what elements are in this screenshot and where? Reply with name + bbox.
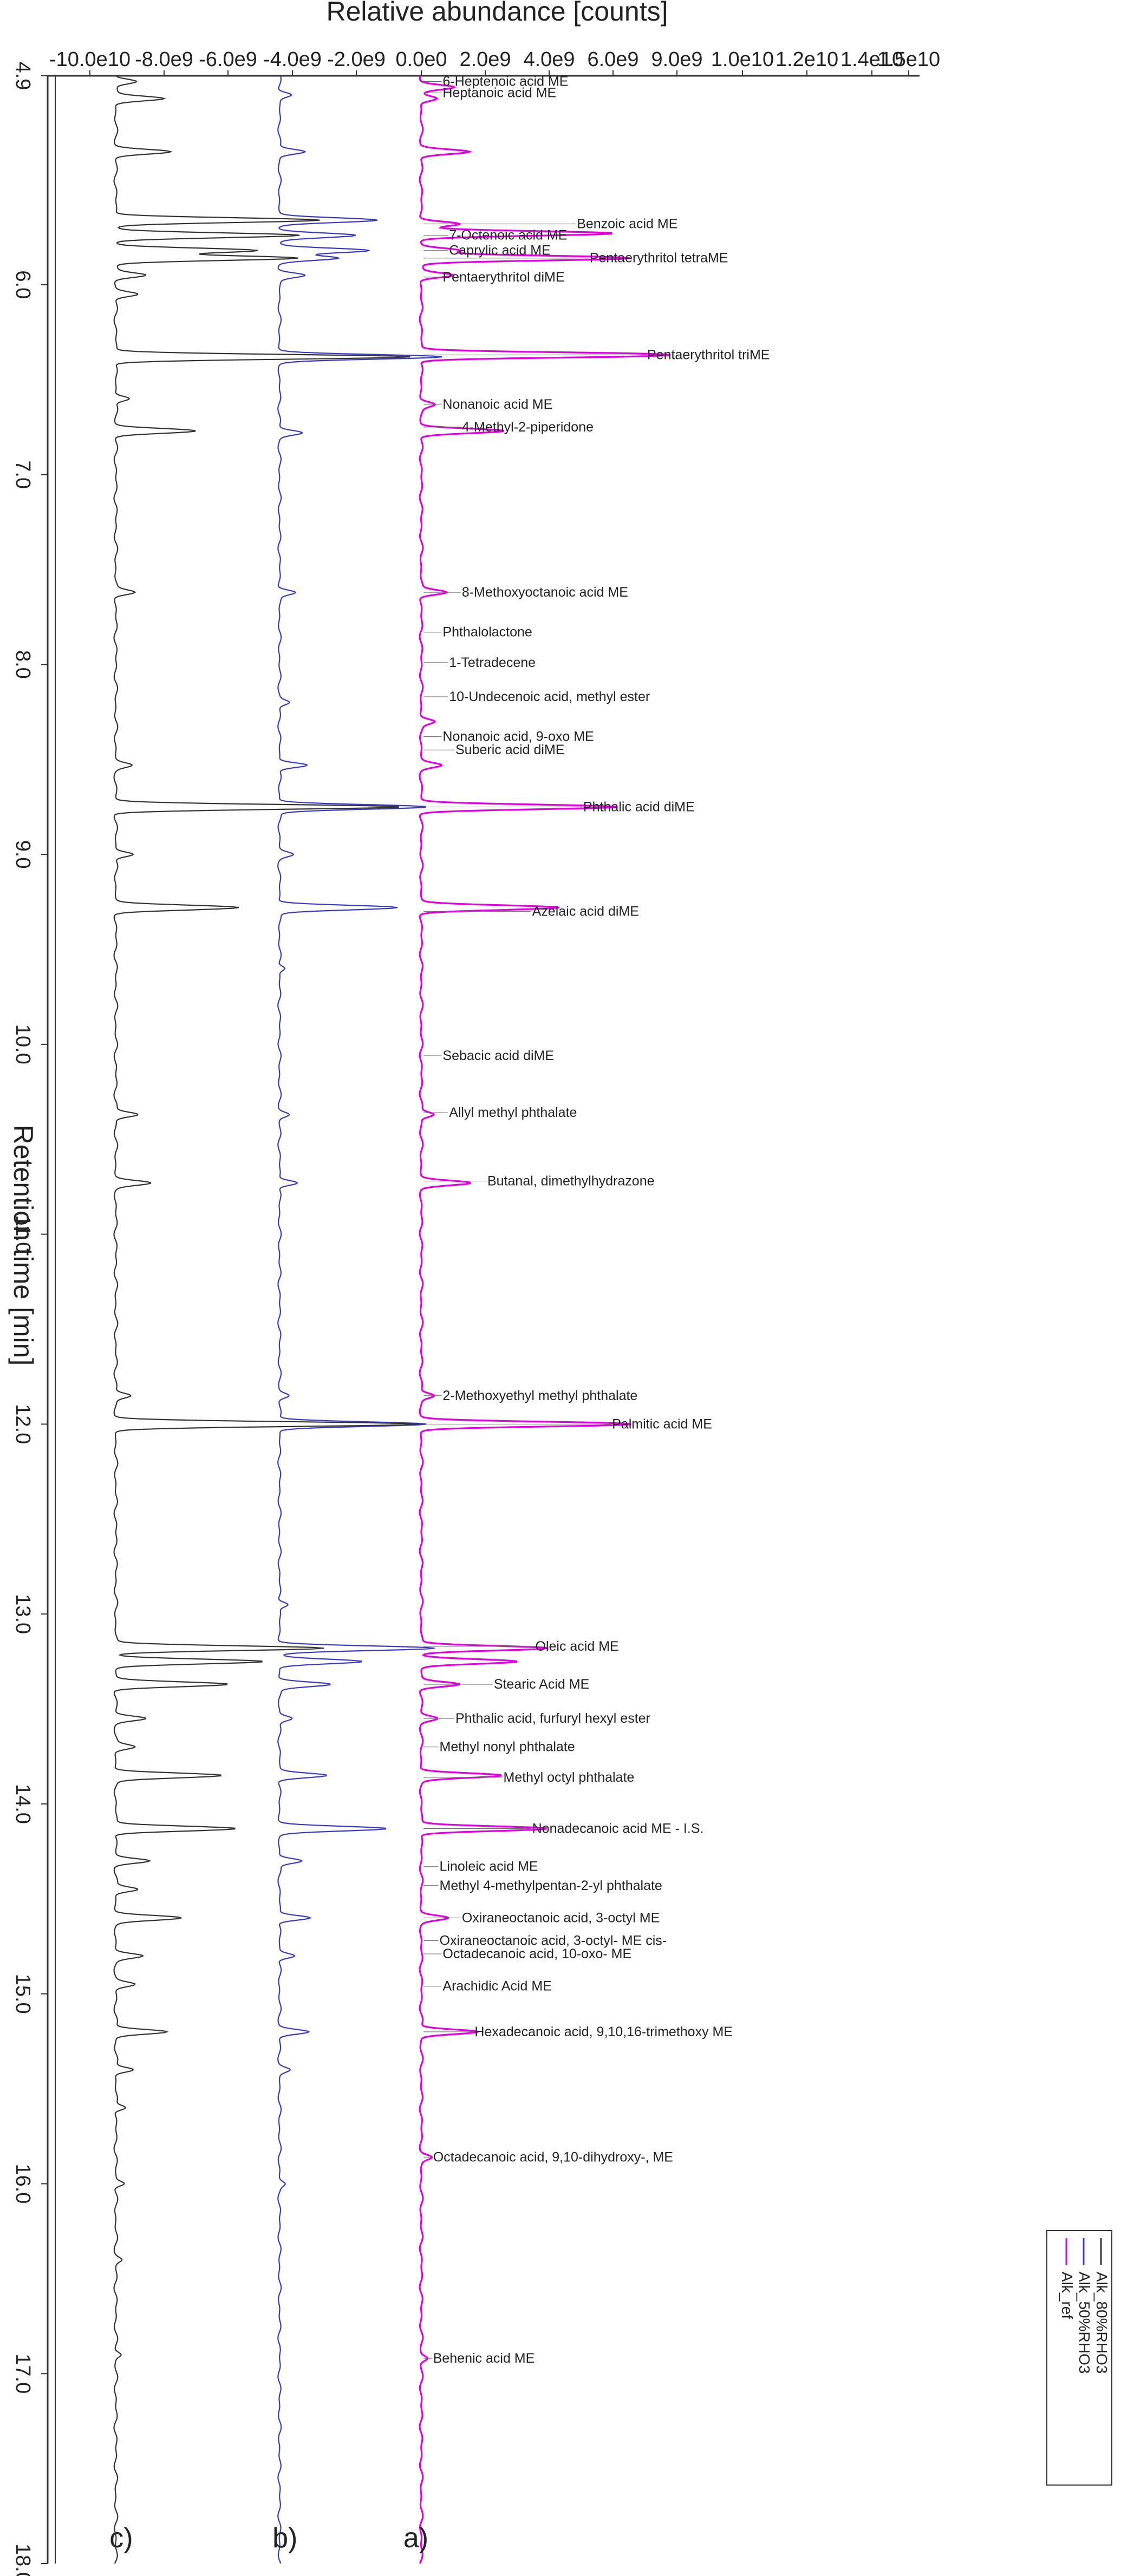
- peak-label: 6-Heptenoic acid ME: [442, 74, 568, 89]
- peak-label: 1-Tetradecene: [449, 655, 536, 670]
- peak-label: Caprylic acid ME: [449, 243, 551, 258]
- peak-label: Palmitic acid ME: [612, 1416, 712, 1431]
- peak-label: Nonanoic acid ME: [442, 397, 552, 412]
- x-tick-label: 18.0: [11, 2544, 34, 2576]
- trace-Alk_80%RHO3: [113, 75, 420, 2564]
- peak-label: Sebacic acid diME: [442, 1048, 554, 1063]
- peak-label: Oxiraneoctanoic acid, 3-octyl ME: [462, 1910, 660, 1925]
- peak-label: Phthalic acid diME: [583, 799, 695, 814]
- peak-label: Phthalolactone: [442, 625, 532, 640]
- peak-label: Pentaerythritol diME: [442, 270, 564, 285]
- y-tick-group: -10.0e10 -8.0e9 -6.0e9 -4.0e9 -2.0e9 0.0e0 2.0…: [49, 48, 940, 76]
- peak-label: Octadecanoic acid, 9,10-dihydroxy-, ME: [433, 2149, 673, 2165]
- peak-label: Pentaerythritol tetraME: [590, 251, 728, 266]
- x-tick-label: 15.0: [11, 1974, 34, 2014]
- peak-label: Linoleic acid ME: [440, 1859, 538, 1874]
- x-tick-label: 9.0: [11, 840, 34, 869]
- peak-label: Methyl 4-methylpentan-2-yl phthalate: [440, 1878, 662, 1893]
- x-tick-label: 4.9: [11, 62, 34, 90]
- peak-label: Methyl octyl phthalate: [504, 1770, 635, 1785]
- peak-label: Behenic acid ME: [433, 2351, 535, 2366]
- peak-label: Arachidic Acid ME: [442, 1979, 551, 1994]
- panel-label-b: b): [272, 2522, 297, 2554]
- peak-label: 7-Octenoic acid ME: [449, 228, 567, 243]
- y-tick-label: 1.2e10: [775, 48, 838, 71]
- trace-Alk_50%RHO3: [277, 75, 442, 2564]
- x-tick-label: 16.0: [11, 2163, 34, 2204]
- y-tick-label: 1.4e10: [840, 48, 903, 71]
- legend-label: Alk_50%RHO3: [1076, 2272, 1093, 2374]
- y-tick-label: 2.0e9: [459, 48, 511, 71]
- y-tick-label: -2.0e9: [327, 48, 386, 71]
- panel-labels: a) b) c): [109, 2522, 428, 2554]
- x-tick-label: 8.0: [11, 650, 34, 679]
- peak-label: Heptanoic acid ME: [442, 86, 556, 101]
- y-tick-label: 9.0e9: [651, 48, 702, 71]
- peak-label: 8-Methoxyoctanoic acid ME: [462, 585, 628, 600]
- panel-label-a: a): [403, 2522, 428, 2554]
- peak-label: Octadecanoic acid, 10-oxo- ME: [442, 1946, 631, 1962]
- legend-label: Alk_ref: [1059, 2272, 1076, 2319]
- peak-label: Allyl methyl phthalate: [449, 1105, 577, 1120]
- peak-label: Benzoic acid ME: [577, 217, 677, 232]
- peak-label: Pentaerythritol triME: [647, 348, 770, 363]
- peak-label: Stearic Acid ME: [494, 1677, 589, 1692]
- peak-label: Azelaic acid diME: [532, 904, 639, 919]
- rotated-chart: 4.9 6.0 7.0 8.0 9.0 10.0 11.0 12.0 13.0 14.0 15.0 1…: [8, 0, 1112, 2576]
- legend-box: [1046, 2230, 1112, 2486]
- x-tick-label: 10.0: [11, 1024, 34, 1064]
- x-tick-label: 11.0: [11, 1215, 34, 1253]
- x-tick-label: 12.0: [11, 1404, 34, 1444]
- trace-Alk_ref: [419, 75, 670, 2564]
- x-axis-label: Retention time [min]: [8, 1125, 38, 1366]
- y-tick-label: -8.0e9: [135, 48, 193, 71]
- x-tick-label: 6.0: [11, 270, 34, 299]
- peak-label: 2-Methoxyethyl methyl phthalate: [442, 1388, 637, 1403]
- y-tick-label: 1.5e10: [877, 48, 940, 71]
- y-axis-label: Relative abundance [counts]: [327, 0, 668, 27]
- peak-label: Suberic acid diME: [455, 742, 564, 757]
- trace-group: [113, 75, 670, 2564]
- peak-label: Phthalic acid, furfuryl hexyl ester: [455, 1711, 650, 1726]
- peak-label: Nonadecanoic acid ME - I.S.: [532, 1821, 704, 1836]
- x-tick-label: 13.0: [11, 1594, 34, 1634]
- axes-layer: [47, 75, 920, 2564]
- x-tick-label: 17.0: [11, 2353, 34, 2394]
- y-tick-label: -10.0e10: [49, 48, 131, 71]
- peak-label: Oleic acid ME: [536, 1639, 619, 1654]
- x-tick-label: 14.0: [11, 1784, 34, 1824]
- peak-label: Hexadecanoic acid, 9,10,16-trimethoxy ME: [474, 2024, 733, 2039]
- y-tick-label: -6.0e9: [199, 48, 257, 71]
- panel-label-c: c): [109, 2522, 133, 2554]
- y-tick-label: 6.0e9: [587, 48, 638, 71]
- y-tick-label: 0.0e0: [395, 48, 447, 71]
- y-tick-label: 1.0e10: [711, 48, 774, 71]
- y-tick-label: 4.0e9: [523, 48, 575, 71]
- x-tick-label: 7.0: [11, 460, 34, 489]
- peak-label: 4-Methyl-2-piperidone: [462, 420, 594, 435]
- peak-label: Oxiraneoctanoic acid, 3-octyl- ME cis-: [440, 1933, 667, 1948]
- x-tick-group: 4.9 6.0 7.0 8.0 9.0 10.0 11.0 12.0 13.0 14.0 15.0 1…: [11, 62, 48, 2576]
- peak-label: Methyl nonyl phthalate: [440, 1740, 575, 1755]
- peak-label: Butanal, dimethylhydrazone: [487, 1173, 655, 1188]
- peak-label: Nonanoic acid, 9-oxo ME: [442, 729, 594, 744]
- legend-label: Alk_80%RHO3: [1093, 2272, 1110, 2374]
- peak-label: 10-Undecenoic acid, methyl ester: [449, 689, 650, 704]
- y-tick-label: -4.0e9: [263, 48, 322, 71]
